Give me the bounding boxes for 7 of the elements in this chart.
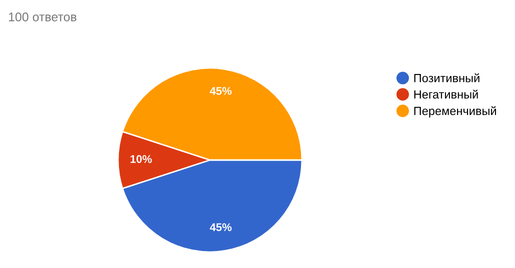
data-label: 45% <box>210 86 232 95</box>
legend-label: Негативный <box>414 90 478 99</box>
chart-title: 100 ответов <box>8 12 76 22</box>
data-label: 45% <box>210 223 232 232</box>
legend-label: Позитивный <box>414 73 480 82</box>
legend-label: Переменчивый <box>414 106 496 118</box>
data-label: 10% <box>130 155 152 163</box>
